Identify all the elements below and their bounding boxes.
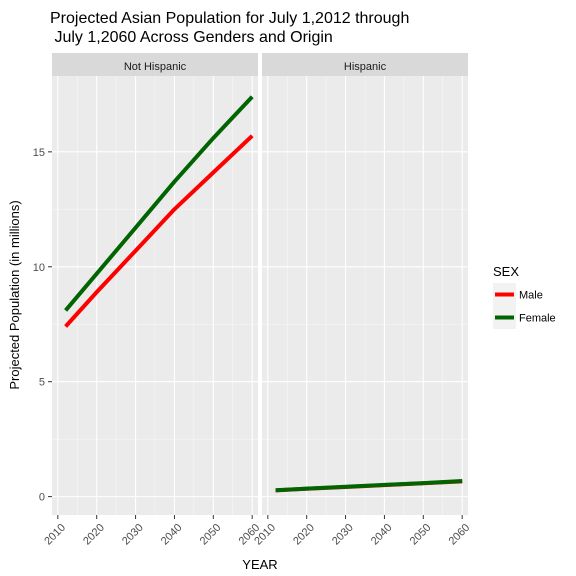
legend-label-male: Male: [519, 290, 543, 302]
series-line-female: [64, 95, 254, 312]
panels: Not Hispanic Hispanic: [52, 53, 468, 515]
series-line-male: [64, 134, 254, 328]
facet-strip-label: Hispanic: [344, 61, 387, 73]
x-tick-label: 2030: [330, 522, 356, 548]
x-tick-label: 2030: [120, 522, 146, 548]
y-axis: 0 5 10 15: [33, 147, 52, 504]
x-tick-label: 2020: [291, 522, 317, 548]
x-tick-label: 2040: [369, 522, 395, 548]
x-tick-label: 2010: [42, 522, 68, 548]
panel-not-hispanic: Not Hispanic: [52, 53, 258, 515]
chart-title: Projected Asian Population for July 1,20…: [50, 10, 409, 46]
x-axis-title: YEAR: [242, 557, 277, 572]
legend-label-female: Female: [519, 313, 556, 325]
x-tick-label: 2020: [81, 522, 107, 548]
chart-title-line: Projected Asian Population for July 1,20…: [50, 10, 409, 27]
series-line-female: [275, 479, 463, 493]
legend: SEX Male Female: [493, 264, 556, 329]
facet-strip: [262, 53, 468, 76]
chart-title-line: July 1,2060 Across Genders and Origin: [50, 29, 333, 46]
y-tick-label: 15: [33, 147, 45, 159]
x-tick-label: 2040: [159, 522, 185, 548]
facet-strip: [52, 53, 258, 76]
x-tick-label: 2050: [408, 522, 434, 548]
x-tick-label: 2060: [447, 522, 473, 548]
y-tick-label: 0: [39, 492, 45, 504]
y-tick-label: 10: [33, 262, 45, 274]
x-tick-label: 2050: [198, 522, 224, 548]
y-axis-title: Projected Population (in millions): [7, 200, 22, 389]
panel-hispanic: Hispanic: [262, 53, 468, 515]
facet-strip-label: Not Hispanic: [124, 61, 187, 73]
legend-title: SEX: [493, 264, 519, 279]
y-tick-label: 5: [39, 377, 45, 389]
